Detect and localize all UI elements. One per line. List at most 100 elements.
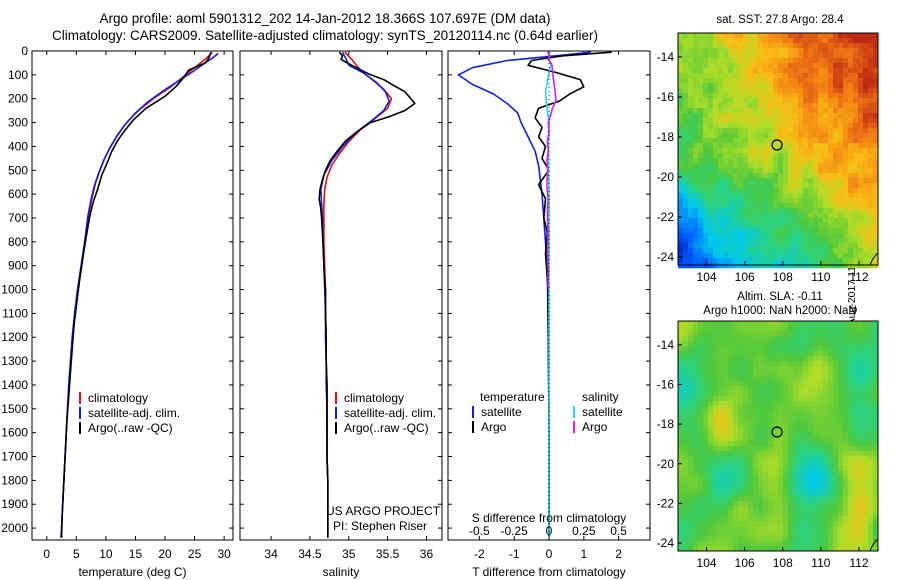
sla-field-cell (688, 341, 694, 347)
sst-field-cell (738, 143, 744, 149)
sst-field-cell (758, 188, 764, 194)
sla-field-cell (773, 396, 779, 402)
sla-field-cell (778, 546, 784, 552)
temp-axes-frame (31, 50, 234, 541)
sla-field-cell (723, 381, 729, 387)
sst-field-cell (723, 113, 729, 119)
sst-field-cell (773, 173, 779, 179)
sst-field-cell (768, 58, 774, 64)
sst-field-cell (738, 153, 744, 159)
sst-field-cell (798, 123, 804, 129)
sla-field-cell (693, 471, 699, 477)
sla-field-cell (863, 471, 869, 477)
sst-field-cell (698, 123, 704, 129)
sst-field-cell (783, 248, 789, 254)
sst-field-cell (828, 243, 834, 249)
sla-field-cell (788, 346, 794, 352)
sst-field-cell (758, 253, 764, 259)
sst-field-cell (678, 213, 684, 219)
sla-field-cell (853, 411, 859, 417)
sst-field-cell (788, 263, 794, 269)
sst-field-cell (723, 213, 729, 219)
sla-field-cell (763, 541, 769, 547)
sla-field-cell (808, 416, 814, 422)
sla-field-cell (778, 511, 784, 517)
sst-field-cell (708, 213, 714, 219)
sla-field-cell (703, 466, 709, 472)
sla-field-cell (723, 366, 729, 372)
sla-field-cell (863, 546, 869, 552)
sst-field-cell (693, 93, 699, 99)
sla-field-cell (688, 391, 694, 397)
sla-field-cell (763, 326, 769, 332)
sla-field-cell (693, 516, 699, 522)
sla-field-cell (688, 436, 694, 442)
sla-field-cell (803, 471, 809, 477)
sla-field-cell (693, 546, 699, 552)
sla-field-cell (843, 441, 849, 447)
sst-field-cell (693, 58, 699, 64)
sst-field-cell (773, 213, 779, 219)
sst-field-cell (828, 153, 834, 159)
sst-field-cell (718, 238, 724, 244)
sst-field-cell (833, 173, 839, 179)
sla-field-cell (843, 431, 849, 437)
sst-field-cell (808, 168, 814, 174)
sla-field-cell (693, 341, 699, 347)
sst-field-cell (828, 73, 834, 79)
sla-field-cell (768, 336, 774, 342)
sst-field-cell (798, 223, 804, 229)
sst-field-cell (868, 38, 874, 44)
sla-field-cell (843, 436, 849, 442)
sst-field-cell (688, 183, 694, 189)
sla-field-cell (713, 451, 719, 457)
sla-field-cell (688, 366, 694, 372)
sla-field-cell (783, 421, 789, 427)
sla-field-cell (748, 451, 754, 457)
sla-field-cell (803, 336, 809, 342)
diff-s-tick-label: 0.25 (572, 524, 596, 538)
sla-field-cell (858, 346, 864, 352)
sst-field-cell (733, 113, 739, 119)
sla-field-cell (788, 521, 794, 527)
sst-field-cell (848, 258, 854, 264)
sla-field-cell (713, 366, 719, 372)
sst-field-cell (863, 193, 869, 199)
sla-field-cell (793, 396, 799, 402)
sst-field-cell (703, 63, 709, 69)
sla-field-cell (728, 476, 734, 482)
sst-field-cell (678, 103, 684, 109)
sst-field-cell (808, 123, 814, 129)
sst-field-cell (783, 73, 789, 79)
sst-field-cell (848, 98, 854, 104)
sst-field-cell (768, 193, 774, 199)
sst-field-cell (838, 88, 844, 94)
sst-field-cell (713, 228, 719, 234)
sla-field-cell (788, 481, 794, 487)
sla-field-cell (683, 351, 689, 357)
sst-field-cell (823, 43, 829, 49)
sst-field-cell (743, 153, 749, 159)
sst-field-cell (828, 143, 834, 149)
sla-field-cell (863, 401, 869, 407)
sst-field-cell (713, 158, 719, 164)
sla-field-cell (848, 356, 854, 362)
sst-field-cell (853, 38, 859, 44)
sst-field-cell (828, 138, 834, 144)
sla-field-cell (708, 396, 714, 402)
sst-field-cell (723, 143, 729, 149)
sst-field-cell (778, 108, 784, 114)
sst-field-cell (798, 113, 804, 119)
sst-field-cell (733, 218, 739, 224)
sst-field-cell (738, 203, 744, 209)
sst-field-cell (783, 163, 789, 169)
sla-field-cell (693, 321, 699, 327)
sst-field-cell (853, 78, 859, 84)
sst-field-cell (858, 88, 864, 94)
sla-field-cell (848, 371, 854, 377)
sla-field-cell (848, 506, 854, 512)
sla-field-cell (818, 421, 824, 427)
sst-field-cell (718, 63, 724, 69)
sst-field-cell (848, 203, 854, 209)
sst-field-cell (773, 113, 779, 119)
